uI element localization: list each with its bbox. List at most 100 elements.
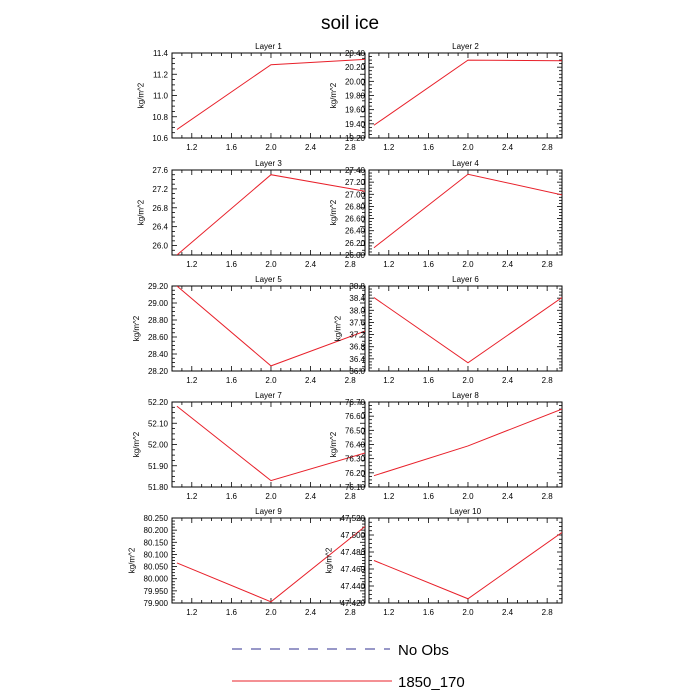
panels-grid: Layer 1 1.2 1.6 2.0 2.4 2.8 10.6 10.8 11.0 11.2 11… <box>127 42 563 617</box>
y-tick-label: 38.0 <box>349 306 365 315</box>
panel-layer-10: Layer 101.2 1.6 2.0 2.4 2.847.42047.44047.46… <box>324 507 563 617</box>
x-tick-label: 1.6 <box>226 376 238 385</box>
x-tick-label: 2.8 <box>542 376 554 385</box>
series-line-1850_170 <box>373 297 562 364</box>
panel-layer-1: Layer 1 1.2 1.6 2.0 2.4 2.8 10.6 10.8 11.0 11.2 11… <box>137 42 366 152</box>
y-tick-label: 38.4 <box>349 294 365 303</box>
x-tick-label: 2.4 <box>305 143 317 152</box>
y-tick-label: 79.900 <box>144 599 169 608</box>
x-tick-label: 1.6 <box>226 608 238 617</box>
y-tick-label: 47.500 <box>341 531 366 540</box>
x-tick-label: 1.2 <box>186 608 198 617</box>
x-tick-label: 1.6 <box>226 260 238 269</box>
y-tick-label: 52.20 <box>148 398 169 407</box>
y-tick-label: 36.4 <box>349 355 365 364</box>
series-line-1850_170 <box>176 405 365 482</box>
x-tick-label: 1.6 <box>423 376 435 385</box>
y-tick-label: 76.70 <box>345 398 366 407</box>
series-line-1850_170 <box>373 173 562 249</box>
x-tick-label: 1.6 <box>226 143 238 152</box>
x-tick-label: 1.2 <box>383 260 395 269</box>
panel-title: Layer 3 <box>255 159 282 168</box>
x-tick-label: 1.2 <box>383 143 395 152</box>
x-tick-label: 2.4 <box>502 492 514 501</box>
x-tick-label: 2.4 <box>502 143 514 152</box>
x-tick-label: 2.0 <box>462 608 474 617</box>
legend-label-1850-170: 1850_170 <box>398 674 465 691</box>
y-tick-label: 80.000 <box>144 575 169 584</box>
x-tick-label: 1.2 <box>186 492 198 501</box>
y-tick-label: 28.60 <box>148 333 169 342</box>
series-line-1850_170 <box>176 58 365 130</box>
y-tick-label: 20.20 <box>345 63 366 72</box>
x-tick-label: 2.8 <box>542 143 554 152</box>
y-tick-label: 47.520 <box>341 514 366 523</box>
x-tick-label: 2.8 <box>345 143 357 152</box>
y-tick-label: 76.50 <box>345 426 366 435</box>
y-tick-label: 27.40 <box>345 166 366 175</box>
panel-title: Layer 7 <box>255 391 282 400</box>
x-tick-label: 2.4 <box>502 376 514 385</box>
x-tick-label: 2.0 <box>265 260 277 269</box>
y-tick-label: 26.40 <box>345 227 366 236</box>
y-axis-label: kg/m^2 <box>132 315 141 341</box>
y-tick-label: 19.20 <box>345 134 366 143</box>
y-tick-label: 51.80 <box>148 483 169 492</box>
legend: No Obs 1850_170 <box>232 642 465 691</box>
y-tick-label: 19.60 <box>345 106 366 115</box>
y-tick-label: 20.00 <box>345 77 366 86</box>
y-tick-label: 26.00 <box>345 251 366 260</box>
x-tick-label: 2.8 <box>542 260 554 269</box>
x-tick-label: 1.2 <box>186 376 198 385</box>
panel-title: Layer 6 <box>452 275 479 284</box>
y-axis-label: kg/m^2 <box>324 547 333 573</box>
x-tick-label: 2.0 <box>462 260 474 269</box>
y-tick-label: 28.20 <box>148 367 169 376</box>
y-tick-label: 29.00 <box>148 299 169 308</box>
plot-frame <box>368 517 563 604</box>
panel-layer-9: Layer 9 1.2 1.6 2.0 2.4 2.8 79.900 79.950 80.000… <box>127 507 366 617</box>
y-axis-label: kg/m^2 <box>334 315 343 341</box>
y-tick-label: 28.40 <box>148 350 169 359</box>
y-tick-label: 80.050 <box>144 563 169 572</box>
series-line-1850_170 <box>176 526 365 603</box>
y-tick-label: 27.20 <box>345 178 366 187</box>
panel-layer-3: Layer 3 1.2 1.6 2.0 2.4 2.8 26.0 26.4 26.8 27.2 27… <box>137 159 366 269</box>
y-tick-label: 47.480 <box>341 548 366 557</box>
x-tick-label: 1.2 <box>186 143 198 152</box>
y-tick-label: 27.00 <box>345 190 366 199</box>
series-line-1850_170 <box>176 174 365 255</box>
plot-frame <box>368 52 563 139</box>
y-tick-label: 19.80 <box>345 92 366 101</box>
panel-layer-5: Layer 5 1.2 1.6 2.0 2.4 2.8 28.20 28.40 28.60 28.… <box>132 275 366 385</box>
y-tick-label: 36.0 <box>349 367 365 376</box>
x-tick-label: 1.2 <box>383 608 395 617</box>
y-tick-label: 76.40 <box>345 441 366 450</box>
figure-title: soil ice <box>321 13 379 34</box>
y-tick-label: 11.4 <box>153 49 169 58</box>
panel-layer-4: Layer 41.2 1.6 2.0 2.4 2.826.0026.2026.4026.… <box>329 159 563 269</box>
y-tick-label: 37.2 <box>349 331 365 340</box>
y-axis-label: kg/m^2 <box>329 431 338 457</box>
y-tick-label: 19.40 <box>345 120 366 129</box>
y-tick-label: 37.6 <box>349 318 365 327</box>
y-tick-label: 20.40 <box>345 49 366 58</box>
x-tick-label: 1.2 <box>186 260 198 269</box>
y-tick-label: 26.0 <box>152 242 168 251</box>
y-tick-label: 29.20 <box>148 282 169 291</box>
plot-frame <box>368 401 563 488</box>
y-tick-label: 79.950 <box>144 587 169 596</box>
x-tick-label: 2.0 <box>265 376 277 385</box>
y-tick-label: 26.8 <box>152 204 168 213</box>
panel-layer-2: Layer 21.2 1.6 2.0 2.4 2.819.2019.4019.6019.… <box>329 42 563 152</box>
panel-title: Layer 4 <box>452 159 479 168</box>
plot-frame <box>368 169 563 256</box>
x-tick-label: 2.4 <box>305 376 317 385</box>
y-axis-label: kg/m^2 <box>137 82 146 108</box>
y-tick-label: 10.8 <box>152 113 168 122</box>
panel-layer-7: Layer 7 1.2 1.6 2.0 2.4 2.8 51.80 51.90 52.00 52.… <box>132 391 366 501</box>
panel-title: Layer 9 <box>255 507 282 516</box>
x-tick-label: 2.0 <box>265 492 277 501</box>
x-tick-label: 2.0 <box>265 608 277 617</box>
y-axis-label: kg/m^2 <box>329 199 338 225</box>
